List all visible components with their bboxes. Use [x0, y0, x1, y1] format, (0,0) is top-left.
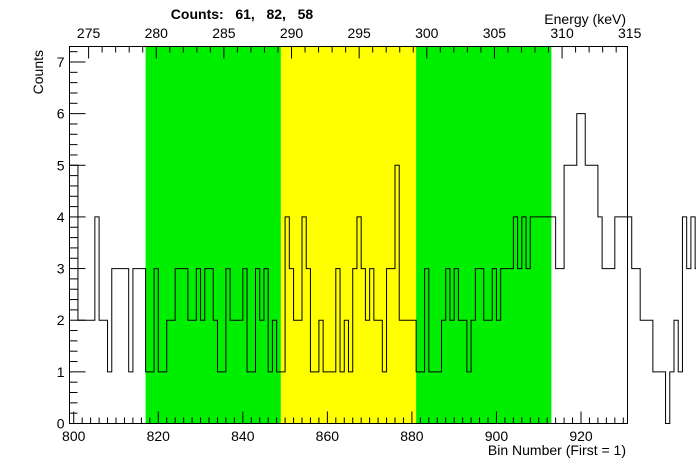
x-tick-label: 920: [569, 428, 593, 444]
energy-tick-label: 275: [77, 25, 101, 41]
energy-tick-label: 285: [212, 25, 236, 41]
count-regions: [145, 46, 552, 424]
x-tick-label: 820: [147, 428, 171, 444]
y-tick-labels: 0 1 2 3 4 5 6 7: [57, 54, 65, 432]
y-tick-label: 2: [57, 312, 65, 328]
energy-tick-label: 310: [550, 25, 574, 41]
energy-tick-label: 305: [483, 25, 507, 41]
chart-title: Counts: 61, 82, 58: [171, 6, 314, 22]
x-tick-label: 800: [62, 428, 86, 444]
y-tick-label: 6: [57, 106, 65, 122]
x-tick-label: 840: [231, 428, 255, 444]
y-tick-label: 3: [57, 261, 65, 277]
energy-tick-label: 295: [347, 25, 371, 41]
y-tick-label: 5: [57, 157, 65, 173]
y-tick-label: 7: [57, 54, 65, 70]
x-tick-label: 860: [316, 428, 340, 444]
x-tick-labels: 800 820 840 860 880 900 920: [62, 428, 593, 444]
region-2: [416, 46, 552, 424]
energy-tick-label: 280: [145, 25, 169, 41]
plot-frame: [69, 46, 628, 424]
energy-axis-label: Energy (keV): [544, 11, 626, 27]
energy-tick-label: 315: [618, 25, 642, 41]
x-axis-label: Bin Number (First = 1): [488, 442, 626, 458]
y-tick-label: 1: [57, 364, 65, 380]
energy-tick-label: 290: [280, 25, 304, 41]
axis-ticks: [69, 46, 624, 424]
energy-tick-labels: 275 280 285 290 295 300 305 310 315: [77, 25, 642, 41]
y-tick-label: 0: [57, 416, 65, 432]
histogram-step-line: [69, 113, 696, 424]
x-tick-label: 900: [485, 428, 509, 444]
y-tick-label: 4: [57, 209, 65, 225]
y-axis-label: Counts: [30, 50, 46, 94]
region-0: [145, 46, 281, 424]
x-tick-label: 880: [400, 428, 424, 444]
energy-tick-label: 300: [415, 25, 439, 41]
